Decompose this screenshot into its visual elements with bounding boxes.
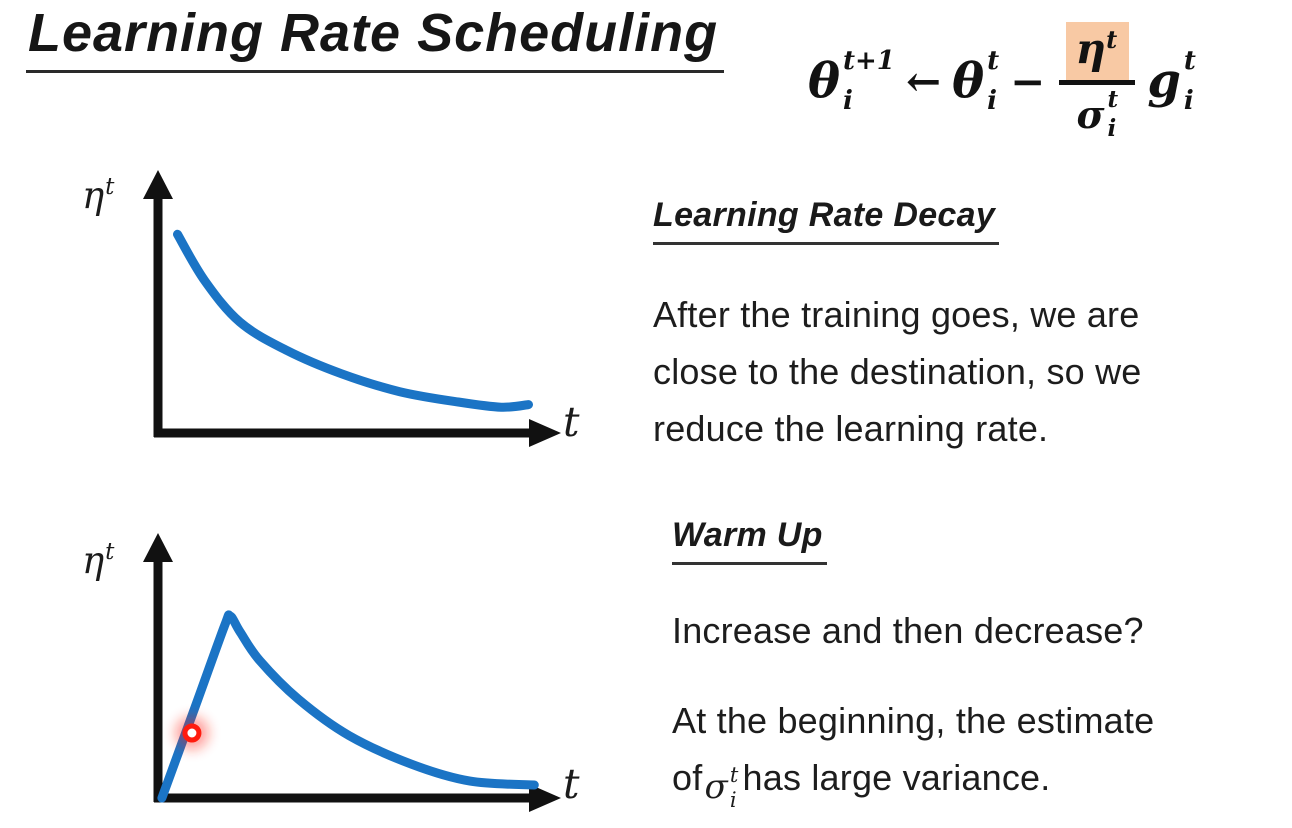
assign-arrow: ← <box>905 56 942 106</box>
x-axis-arrow <box>529 419 561 447</box>
decay-body-line-3: reduce the learning rate. <box>653 408 1049 449</box>
fraction-bar <box>1059 80 1136 86</box>
x-axis-arrow <box>529 784 561 812</box>
sigma-denominator: σ t i <box>1076 86 1119 143</box>
minus-sign: − <box>1010 56 1046 106</box>
theta-next-term: θ t+1 i <box>808 46 895 116</box>
decay-body-line-2: close to the destination, so we <box>653 351 1142 392</box>
eta-axis-label-top: ηt <box>82 174 115 217</box>
decay-heading: Learning Rate Decay <box>653 196 1000 245</box>
decay-chart <box>143 170 561 447</box>
eta-axis-label-bottom: ηt <box>82 539 115 582</box>
warmup-body-line-2: of σ t i has large variance. <box>672 749 1154 816</box>
y-axis-arrow <box>143 533 173 562</box>
y-axis-arrow <box>143 170 173 199</box>
warmup-chart <box>143 533 561 812</box>
decay-curve <box>173 229 533 412</box>
warmup-curve <box>157 610 539 803</box>
t-axis-label-bottom: t <box>563 760 580 808</box>
theta-current-term: θ t i <box>952 46 1000 116</box>
gradient-term: g t i <box>1147 46 1196 116</box>
warmup-question: Increase and then decrease? <box>672 610 1144 651</box>
decay-body-line-1: After the training goes, we are <box>653 294 1140 335</box>
t-axis-label-top: t <box>563 398 580 446</box>
warmup-heading: Warm Up <box>672 516 827 565</box>
decay-section: Learning Rate Decay After the training g… <box>653 196 1142 457</box>
warmup-body-line-1: At the beginning, the estimate <box>672 700 1155 741</box>
page-title: Learning Rate Scheduling <box>26 0 725 73</box>
warmup-start-marker <box>182 723 202 743</box>
warmup-section: Warm Up Increase and then decrease? At t… <box>672 516 1154 816</box>
